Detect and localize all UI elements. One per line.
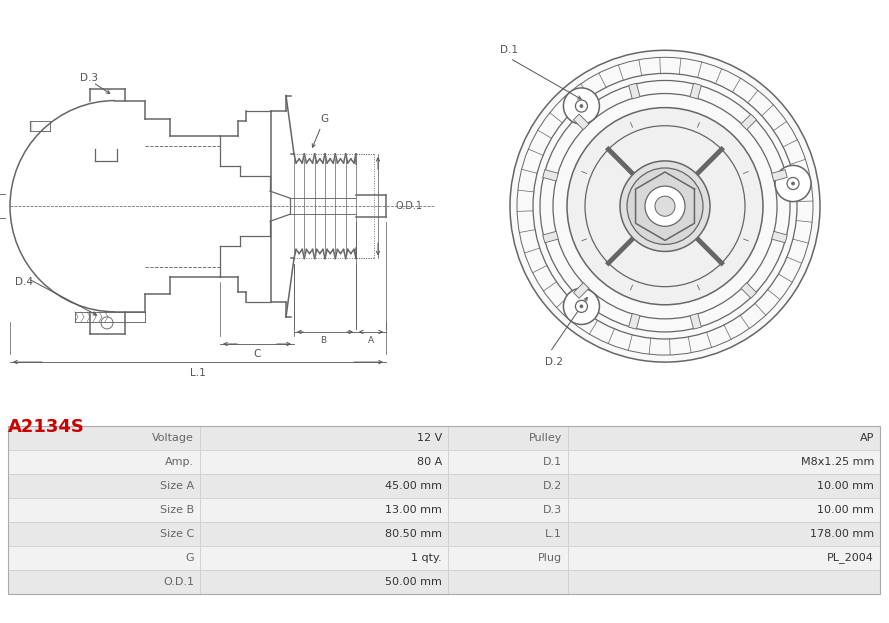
Circle shape <box>620 161 710 252</box>
Text: D.2: D.2 <box>543 481 562 491</box>
Bar <box>448 570 568 594</box>
Text: 80 A: 80 A <box>417 457 442 467</box>
Text: M8x1.25 mm: M8x1.25 mm <box>801 457 874 467</box>
Text: A: A <box>368 336 374 346</box>
Polygon shape <box>629 313 640 329</box>
Circle shape <box>787 178 799 189</box>
Text: 80.50 mm: 80.50 mm <box>385 529 442 539</box>
Text: D.1: D.1 <box>543 457 562 467</box>
Bar <box>8 426 880 594</box>
Bar <box>568 498 880 522</box>
Text: G: G <box>186 553 194 563</box>
Polygon shape <box>741 114 757 130</box>
Text: B: B <box>320 336 326 346</box>
Circle shape <box>564 288 599 325</box>
Bar <box>200 570 448 594</box>
Text: Size B: Size B <box>160 505 194 515</box>
Polygon shape <box>690 313 701 329</box>
Polygon shape <box>543 169 558 181</box>
Text: C: C <box>253 349 260 359</box>
Text: Pulley: Pulley <box>529 433 562 443</box>
Circle shape <box>564 88 599 124</box>
Bar <box>568 474 880 498</box>
Bar <box>200 498 448 522</box>
Circle shape <box>580 105 583 108</box>
Polygon shape <box>543 231 558 243</box>
Polygon shape <box>573 114 589 130</box>
Text: A2134S: A2134S <box>8 418 84 436</box>
Text: D.1: D.1 <box>500 45 518 55</box>
Bar <box>8 426 200 450</box>
Circle shape <box>655 196 675 216</box>
Bar <box>200 522 448 546</box>
Polygon shape <box>573 283 589 298</box>
Bar <box>200 450 448 474</box>
Bar <box>568 426 880 450</box>
Text: Size C: Size C <box>160 529 194 539</box>
Text: Amp.: Amp. <box>164 457 194 467</box>
Bar <box>448 426 568 450</box>
Text: 50.00 mm: 50.00 mm <box>385 577 442 587</box>
Circle shape <box>575 300 588 312</box>
Circle shape <box>575 100 588 112</box>
Polygon shape <box>629 83 640 99</box>
Bar <box>568 450 880 474</box>
Bar <box>568 546 880 570</box>
Bar <box>448 546 568 570</box>
Text: PL_2004: PL_2004 <box>827 553 874 563</box>
Text: L.1: L.1 <box>545 529 562 539</box>
Bar <box>568 522 880 546</box>
Text: 1 qty.: 1 qty. <box>412 553 442 563</box>
Bar <box>200 426 448 450</box>
Polygon shape <box>772 169 788 181</box>
Circle shape <box>775 165 811 202</box>
Bar <box>448 522 568 546</box>
Polygon shape <box>772 231 788 243</box>
Text: D.3: D.3 <box>80 74 98 83</box>
Text: 10.00 mm: 10.00 mm <box>817 505 874 515</box>
Bar <box>448 450 568 474</box>
Circle shape <box>580 305 583 308</box>
Bar <box>568 570 880 594</box>
Circle shape <box>627 168 703 244</box>
Circle shape <box>645 186 685 226</box>
Text: AP: AP <box>860 433 874 443</box>
Circle shape <box>510 50 820 362</box>
Bar <box>8 546 200 570</box>
Bar <box>448 498 568 522</box>
Text: D.4: D.4 <box>15 277 33 287</box>
Bar <box>200 546 448 570</box>
Text: L.1: L.1 <box>190 368 206 378</box>
Text: 10.00 mm: 10.00 mm <box>817 481 874 491</box>
Bar <box>8 474 200 498</box>
Polygon shape <box>690 83 701 99</box>
Bar <box>8 450 200 474</box>
Text: D.2: D.2 <box>545 357 563 367</box>
Bar <box>200 474 448 498</box>
Text: Plug: Plug <box>538 553 562 563</box>
Text: D.3: D.3 <box>543 505 562 515</box>
Text: 12 V: 12 V <box>417 433 442 443</box>
Bar <box>8 570 200 594</box>
Circle shape <box>567 108 763 305</box>
Polygon shape <box>741 283 757 298</box>
Bar <box>8 522 200 546</box>
Bar <box>8 498 200 522</box>
Text: G: G <box>320 113 328 124</box>
Text: Size A: Size A <box>160 481 194 491</box>
Circle shape <box>791 182 795 185</box>
Text: 13.00 mm: 13.00 mm <box>385 505 442 515</box>
Text: 45.00 mm: 45.00 mm <box>385 481 442 491</box>
Bar <box>448 474 568 498</box>
Text: 178.00 mm: 178.00 mm <box>810 529 874 539</box>
Text: Voltage: Voltage <box>152 433 194 443</box>
Text: O.D.1: O.D.1 <box>396 201 423 211</box>
Text: O.D.1: O.D.1 <box>163 577 194 587</box>
